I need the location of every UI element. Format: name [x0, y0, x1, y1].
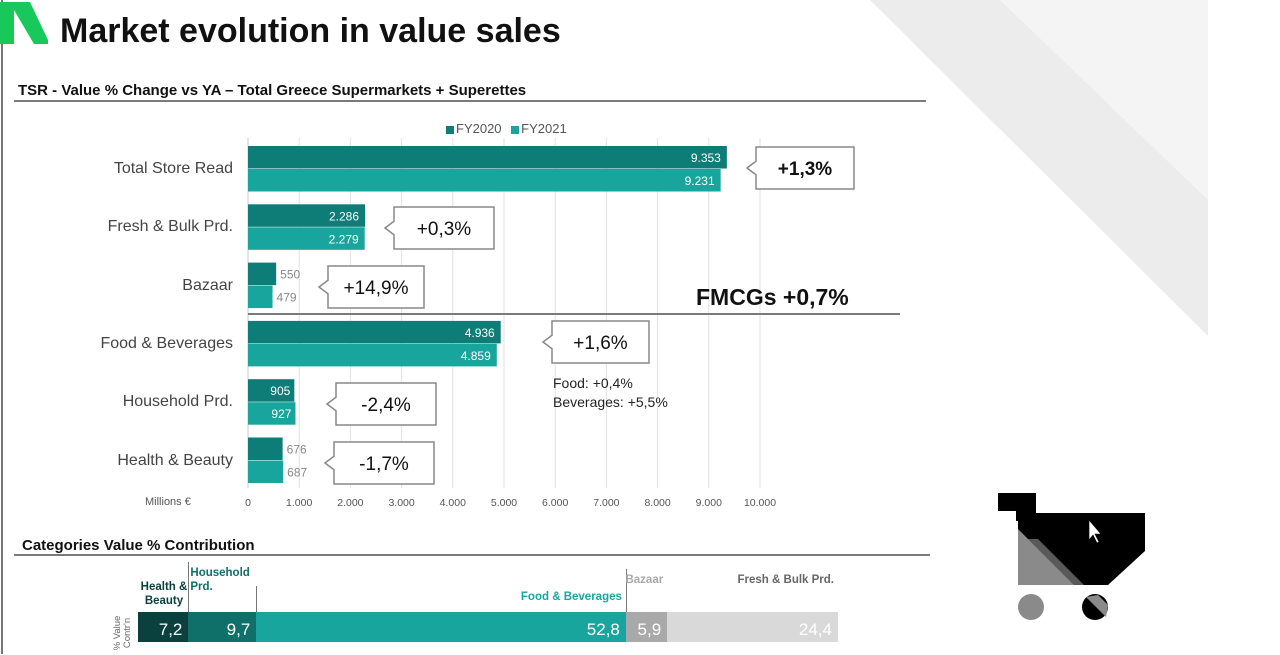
bar-value-label: 479 [277, 291, 297, 305]
category-label: Fresh & Bulk Prd. [107, 218, 233, 236]
bar-fy2021 [248, 169, 721, 192]
x-tick-label: 3.000 [388, 497, 415, 509]
bar-fy2021 [248, 402, 296, 425]
contribution-segment: 24,4 [667, 612, 838, 642]
bar-value-label: 9.231 [685, 174, 715, 188]
segment-divider [188, 562, 190, 612]
x-tick-label: 2.000 [337, 497, 364, 509]
fmcg-divider [248, 313, 900, 315]
change-callout-text: -1,7% [359, 454, 409, 475]
contribution-category-label: Food & Beverages [520, 591, 622, 603]
change-callout-text: +1,3% [778, 159, 833, 180]
bar-value-label: 9.353 [691, 151, 721, 165]
segment-divider [625, 569, 627, 612]
x-tick-label: 7.000 [593, 497, 620, 509]
change-callout-text: +1,6% [573, 333, 628, 354]
bar-value-label: 550 [280, 268, 300, 282]
bar-value-label: 905 [270, 384, 290, 398]
bar-value-label: 2.286 [329, 209, 359, 223]
x-tick-label: 6.000 [542, 497, 569, 509]
contribution-category-label: Fresh & Bulk Prd. [737, 574, 835, 586]
contribution-category-label: Health & Beauty [140, 581, 188, 607]
page-title: Market evolution in value sales [60, 12, 561, 50]
bar-fy2020 [248, 146, 727, 169]
brand-logo [0, 2, 48, 44]
change-callout-text: +14,9% [344, 278, 409, 299]
bar-fy2021 [248, 285, 273, 309]
bar-fy2021 [248, 460, 284, 483]
legend-label-fy2021: FY2021 [521, 121, 567, 136]
category-label: Total Store Read [113, 160, 233, 177]
x-tick-label: 10.000 [743, 497, 777, 509]
change-callout [325, 382, 437, 426]
bar-value-label: 2.279 [329, 232, 359, 246]
contribution-segment: 5,9 [625, 612, 668, 642]
bar-value-label: 4.859 [461, 349, 491, 363]
bar-fy2020 [248, 320, 501, 344]
contribution-segment: 7,2 [138, 612, 189, 642]
subtitle-rule [14, 100, 926, 102]
change-callout [745, 146, 855, 190]
chart-subtitle: TSR - Value % Change vs YA – Total Greec… [18, 82, 527, 99]
x-tick-label: 0 [245, 497, 251, 509]
bar-fy2021 [248, 227, 365, 250]
legend-swatch-fy2020 [446, 125, 454, 134]
change-callout [383, 206, 495, 250]
beverages-note: Beverages: +5,5% [553, 394, 668, 410]
x-tick-label: 1.000 [286, 497, 313, 509]
x-tick-label: 5.000 [490, 497, 518, 509]
bar-value-label: 4.936 [465, 326, 495, 340]
bar-fy2020 [248, 437, 283, 460]
x-tick-label: 4.000 [439, 497, 466, 509]
fmcg-total-label: FMCGs +0,7% [696, 284, 849, 310]
contribution-value: 24,4 [798, 620, 832, 639]
contribution-value: 9,7 [226, 620, 251, 639]
contribution-segment: 52,8 [256, 612, 626, 642]
bar-value-label: 927 [271, 407, 291, 421]
contribution-segment: 9,7 [188, 612, 257, 642]
contribution-axis-label: % Value Contr'n [112, 615, 133, 651]
bar-value-label: 687 [287, 466, 307, 480]
category-label: Food & Beverages [100, 334, 233, 352]
contribution-value: 52,8 [586, 620, 620, 639]
contribution-title: Categories Value % Contribution [22, 537, 255, 554]
x-tick-label: 9.000 [695, 497, 722, 509]
bar-value-label: 676 [287, 443, 307, 457]
shopping-cart-icon [998, 493, 1145, 620]
legend-label-fy2020: FY2020 [456, 121, 502, 136]
bar-fy2020 [248, 262, 277, 286]
bar-fy2020 [248, 379, 295, 402]
change-callout [541, 320, 650, 364]
contribution-category-label: Household Prd. [190, 567, 250, 593]
x-axis-label: Millions € [145, 496, 191, 508]
change-callout [317, 265, 425, 309]
x-tick-label: 8.000 [644, 497, 671, 509]
legend-swatch-fy2021 [511, 125, 520, 134]
category-label: Bazaar [182, 276, 233, 294]
change-callout [323, 441, 435, 485]
bar-fy2020 [248, 204, 366, 227]
bar-fy2021 [248, 343, 497, 367]
contribution-category-label: Bazaar [625, 574, 664, 586]
food-note: Food: +0,4% [553, 375, 633, 391]
chart-legend: FY2020 FY2021 [446, 121, 567, 136]
segment-divider [256, 586, 258, 612]
category-label: Health & Beauty [117, 451, 233, 469]
change-callout-text: +0,3% [417, 219, 472, 240]
contribution-rule [14, 554, 930, 556]
category-label: Household Prd. [122, 393, 233, 411]
change-callout-text: -2,4% [361, 395, 411, 416]
contribution-value: 7,2 [158, 620, 183, 639]
contribution-value: 5,9 [637, 620, 662, 639]
